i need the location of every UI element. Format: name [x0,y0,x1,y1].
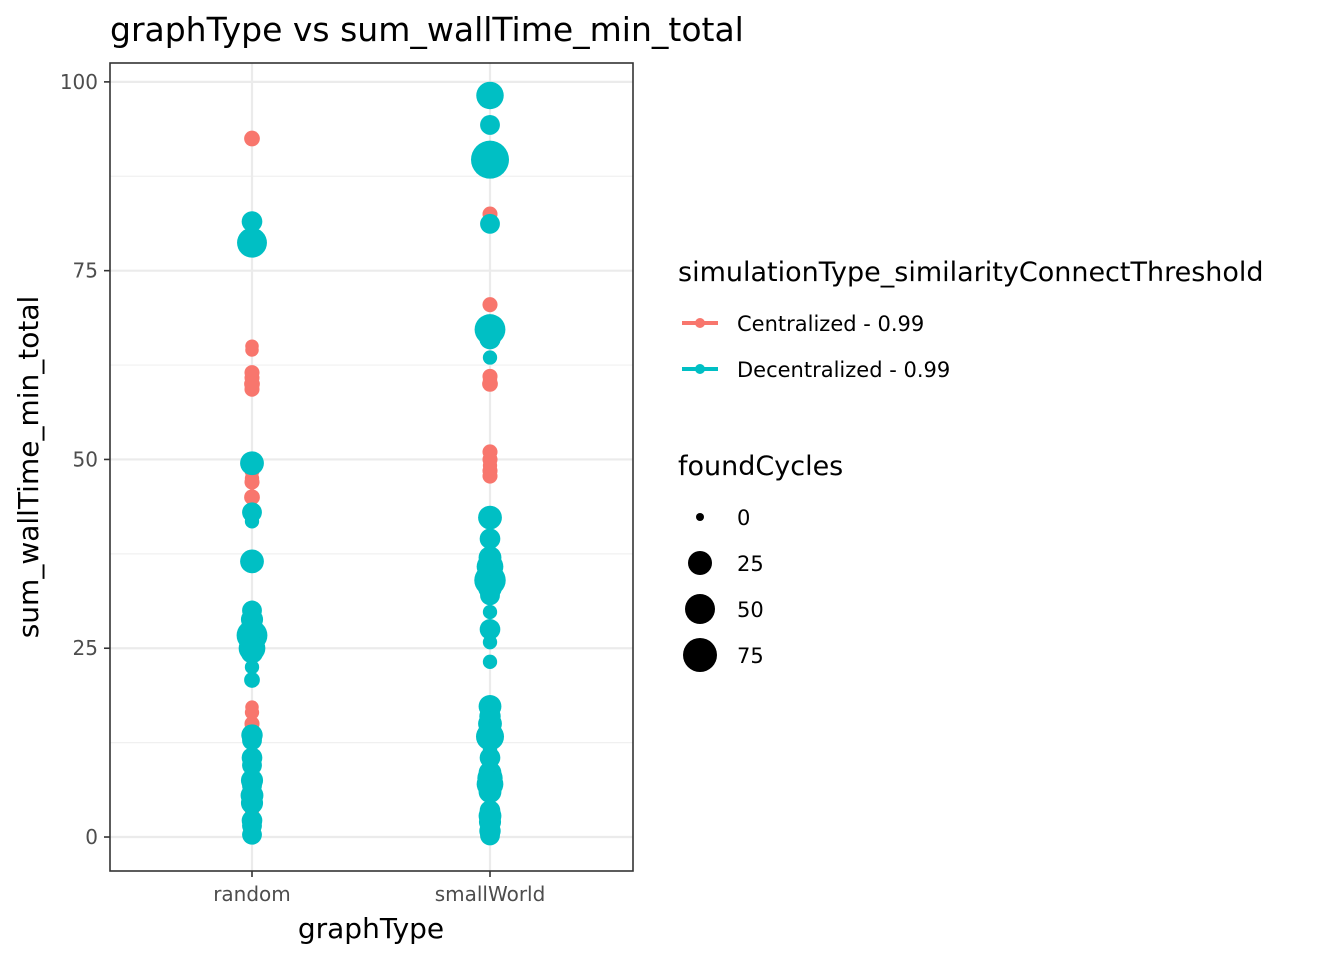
chart-title: graphType vs sum_wallTime_min_total [110,10,744,49]
size-legend-title: foundCycles [678,451,843,482]
series-decentralized-0-99 [236,81,509,846]
plot-panel [109,62,634,872]
data-point [476,722,504,751]
y-tick-label: 75 [73,259,98,283]
data-point [482,350,498,365]
size-legend-label: 75 [737,644,764,668]
data-point [479,619,501,640]
data-point [244,130,260,147]
legend-label: Centralized - 0.99 [737,312,924,336]
data-point [478,505,502,530]
size-legend-key [688,551,712,575]
y-tick-label: 25 [73,636,98,660]
data-point [244,474,260,490]
x-tick-label: smallWorld [435,882,546,906]
data-point [237,227,267,258]
legend-key-point [695,364,705,374]
data-point [482,654,498,669]
data-point [480,585,500,606]
size-legend-label: 0 [737,506,750,530]
y-axis-title: sum_wallTime_min_total [12,296,45,639]
size-legend-key [696,513,704,521]
data-point [244,659,260,675]
size-legend-label: 25 [737,552,764,576]
data-point [480,825,500,846]
legend-key-point [695,318,705,328]
data-point [240,640,264,664]
data-point [242,730,262,751]
size-legend-key [685,594,715,624]
data-point [482,297,498,313]
legend-label: Decentralized - 0.99 [737,358,950,382]
data-point [479,528,501,550]
data-point [480,115,500,135]
data-point [244,672,260,688]
data-point [482,376,498,392]
data-point [244,514,260,529]
data-point [478,780,502,804]
x-tick-label: random [213,882,291,906]
data-point [245,343,259,357]
data-point [241,211,263,232]
color-legend-title: simulationType_similarityConnectThreshol… [678,257,1264,288]
data-point [482,468,498,484]
data-point [242,755,262,776]
x-axis-title: graphType [298,912,444,945]
data-point [244,705,260,720]
data-point [482,635,498,650]
data-point [242,824,262,845]
y-tick-label: 0 [85,825,98,849]
size-legend-label: 50 [737,598,764,622]
data-point [480,213,500,234]
data-point [240,549,264,574]
legend: simulationType_similarityConnectThreshol… [678,257,1264,672]
data-point [476,81,504,110]
y-tick-label: 50 [73,447,98,471]
size-legend-key [683,638,717,672]
data-point [471,140,509,179]
panel-background [110,63,633,871]
panel-border [109,62,634,872]
y-tick-label: 100 [60,70,98,94]
data-point [244,381,260,397]
data-point [240,791,264,815]
data-point [482,604,498,620]
data-point [479,327,501,350]
data-point [244,489,260,506]
data-point [240,451,264,476]
